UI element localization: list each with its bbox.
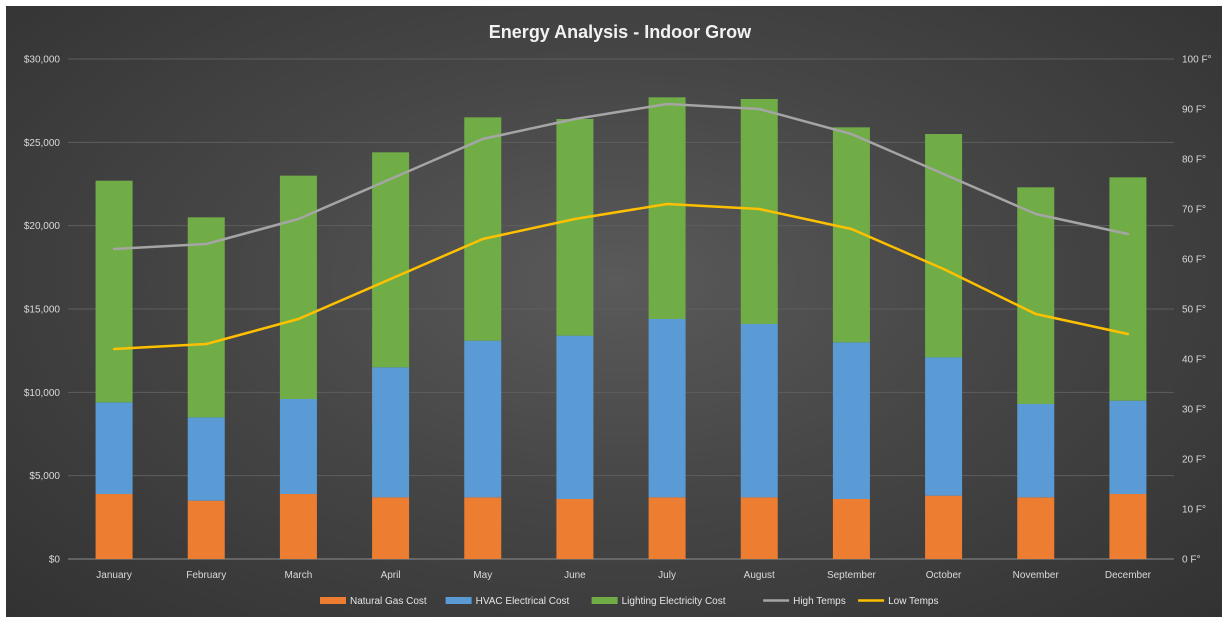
x-tick-label: November	[1013, 570, 1060, 581]
energy-chart: Energy Analysis - Indoor Grow $0 $5,000 $1…	[24, 22, 1212, 607]
bar-segment	[279, 175, 317, 399]
right-tick-label: 70 F°	[1182, 205, 1206, 216]
x-tick-label: March	[285, 570, 313, 581]
bar-segment	[95, 402, 133, 494]
bar-segment	[1017, 187, 1055, 404]
bar-segment	[740, 497, 778, 559]
left-tick-label: $15,000	[24, 305, 61, 316]
lines	[112, 102, 1130, 351]
x-tick-label: June	[564, 570, 586, 581]
x-tick-label: April	[381, 570, 401, 581]
bar-segment	[1017, 404, 1055, 498]
legend-label: High Temps	[793, 596, 846, 607]
bar-segment	[832, 342, 870, 499]
bar-segment	[1109, 494, 1147, 559]
bar-segment	[740, 324, 778, 498]
left-tick-label: $20,000	[24, 221, 61, 232]
series-line	[112, 202, 1130, 351]
legend-label: HVAC Electrical Cost	[476, 596, 570, 607]
bar-segment	[372, 497, 410, 559]
left-axis: $0 $5,000 $10,000 $15,000 $20,000 $25,000 $30,…	[24, 55, 61, 566]
right-tick-label: 60 F°	[1182, 255, 1206, 266]
right-tick-label: 20 F°	[1182, 455, 1206, 466]
gridlines	[68, 58, 1174, 560]
bar-segment	[925, 357, 963, 496]
x-tick-label: January	[96, 570, 132, 581]
right-axis: 0 F° 10 F° 20 F° 30 F° 40 F° 50 F° 60 F° 70 F° 8…	[1182, 55, 1212, 566]
bar-segment	[372, 152, 410, 368]
bar-segment	[372, 367, 410, 498]
right-tick-label: 50 F°	[1182, 305, 1206, 316]
bar-segment	[648, 497, 686, 559]
legend-swatch	[320, 597, 346, 604]
bar-segment	[556, 119, 594, 336]
bar-segment	[832, 499, 870, 559]
bar-segment	[1017, 497, 1055, 559]
right-tick-label: 0 F°	[1182, 555, 1200, 566]
x-tick-label: July	[658, 570, 676, 581]
bar-segment	[1109, 400, 1147, 494]
right-tick-label: 80 F°	[1182, 155, 1206, 166]
series-line	[112, 102, 1130, 251]
bar-segment	[925, 134, 963, 358]
bar-segment	[279, 399, 317, 494]
chart-title: Energy Analysis - Indoor Grow	[489, 22, 752, 42]
bar-segment	[925, 495, 963, 559]
bar-segment	[187, 417, 225, 501]
bar-segment	[556, 335, 594, 499]
bar-segment	[464, 497, 502, 559]
bar-segment	[648, 319, 686, 498]
legend-swatch	[591, 597, 618, 604]
right-tick-label: 100 F°	[1182, 55, 1212, 66]
chart-area: Energy Analysis - Indoor Grow $0 $5,000 $1…	[6, 6, 1222, 617]
legend-label: Lighting Electricity Cost	[622, 596, 726, 607]
bar-segment	[464, 340, 502, 498]
right-tick-label: 30 F°	[1182, 405, 1206, 416]
x-tick-label: May	[473, 570, 492, 581]
bar-segment	[187, 500, 225, 559]
right-tick-label: 10 F°	[1182, 505, 1206, 516]
bars	[95, 97, 1147, 559]
bar-segment	[1109, 177, 1147, 401]
bar-segment	[279, 494, 317, 559]
x-tick-label: February	[186, 570, 226, 581]
left-tick-label: $10,000	[24, 388, 61, 399]
x-tick-label: December	[1105, 570, 1152, 581]
bar-segment	[556, 499, 594, 559]
x-tick-label: October	[926, 570, 962, 581]
right-tick-label: 40 F°	[1182, 355, 1206, 366]
legend: Natural Gas Cost HVAC Electrical Cost Ligh…	[320, 596, 939, 607]
bar-segment	[187, 217, 225, 418]
x-tick-label: September	[827, 570, 877, 581]
bar-segment	[464, 117, 502, 341]
left-tick-label: $0	[49, 555, 61, 566]
right-tick-label: 90 F°	[1182, 105, 1206, 116]
bar-segment	[95, 180, 133, 403]
legend-swatch	[445, 597, 472, 604]
x-axis: January February March April May June July Augu…	[96, 570, 1151, 581]
legend-label: Natural Gas Cost	[350, 596, 427, 607]
legend-label: Low Temps	[888, 596, 938, 607]
left-tick-label: $5,000	[29, 471, 60, 482]
x-tick-label: August	[744, 570, 775, 581]
bar-segment	[95, 494, 133, 559]
bar-segment	[648, 97, 686, 319]
left-tick-label: $30,000	[24, 55, 61, 66]
left-tick-label: $25,000	[24, 138, 61, 149]
